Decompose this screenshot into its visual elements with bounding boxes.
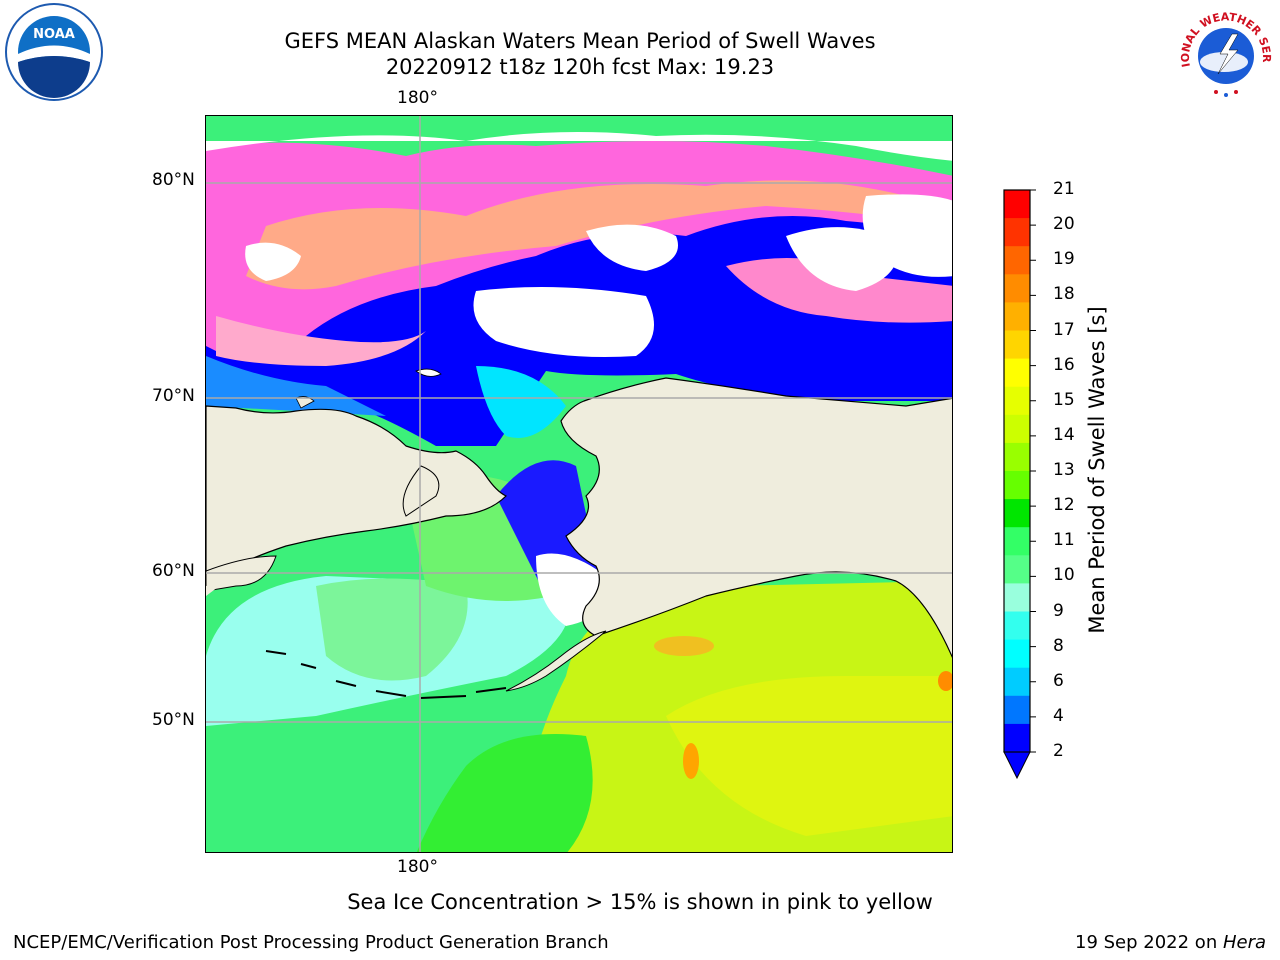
colorbar-tick-label: 2 — [1053, 741, 1064, 761]
colorbar-tick-label: 12 — [1053, 495, 1075, 516]
colorbar-tick-label: 20 — [1053, 214, 1075, 235]
colorbar-tick-label: 6 — [1053, 670, 1064, 691]
colorbar-swatch — [1004, 386, 1030, 416]
colorbar-tick-label: 8 — [1053, 635, 1064, 656]
colorbar-tick-label: 11 — [1053, 530, 1075, 551]
colorbar-swatch — [1004, 414, 1030, 444]
colorbar-tick-label: 18 — [1053, 284, 1075, 305]
colorbar-tick-label: 4 — [1053, 705, 1064, 726]
colorbar-tick-label: 17 — [1053, 319, 1075, 340]
colorbar-swatch — [1004, 583, 1030, 612]
wrangel-island — [415, 368, 442, 377]
colorbar-tick-label: 13 — [1053, 460, 1075, 480]
bering-green-stripes — [316, 578, 468, 681]
colorbar-tick-label: 15 — [1053, 389, 1075, 410]
siberia-land — [206, 405, 508, 577]
east-siberian-blue — [206, 356, 386, 416]
colorbar-swatch — [1004, 611, 1030, 641]
colorbar-swatch — [1004, 499, 1030, 528]
kamchatka-tip — [206, 581, 226, 596]
colorbar-tick-label: 14 — [1053, 424, 1075, 445]
gulf-bright-yellow — [666, 676, 952, 836]
nws-logo-icon: NATIONAL WEATHER SERVICE — [1171, 0, 1273, 101]
lon-label-top: 180° — [397, 88, 438, 108]
chukotka-land — [402, 465, 440, 517]
orange-coast-spot — [938, 671, 952, 691]
colorbar-swatch — [1004, 274, 1030, 303]
lon-label-bottom: 180° — [397, 857, 438, 877]
colorbar-tick-label: 19 — [1053, 249, 1075, 270]
colorbar-title: Mean Period of Swell Waves [s] — [1085, 306, 1109, 634]
colorbar — [1003, 189, 1036, 780]
noaa-logo-icon: NOAA — [5, 3, 103, 101]
ice-patch-north — [206, 132, 952, 161]
colorbar-swatch — [1004, 246, 1030, 275]
colorbar-ticks — [1030, 189, 1036, 753]
sea-ice-pink-south — [216, 316, 426, 366]
colorbar-swatch — [1004, 302, 1030, 331]
colorbar-swatch — [1004, 358, 1030, 388]
ice-patch-3 — [586, 224, 678, 271]
colorbar-swatch — [1004, 639, 1030, 669]
lat-label-60: 60°N — [152, 561, 195, 581]
map-panel — [205, 115, 953, 853]
colorbar-swatch — [1004, 695, 1030, 725]
colorbar-swatch — [1004, 667, 1030, 697]
lat-label-50: 50°N — [152, 710, 195, 730]
alaska-peninsula — [505, 630, 607, 692]
sea-ice-pink-east — [726, 258, 952, 323]
aleutian-islands — [265, 650, 507, 699]
lat-label-80: 80°N — [152, 170, 195, 190]
noaa-logo-text: NOAA — [33, 27, 75, 42]
colorbar-swatch — [1004, 723, 1030, 753]
sea-ice-orange — [246, 180, 952, 290]
colorbar-swatch — [1004, 527, 1030, 556]
chart-title: GEFS MEAN Alaskan Waters Mean Period of … — [284, 29, 876, 53]
colorbar-swatch — [1004, 471, 1030, 500]
nws-logo: NATIONAL WEATHER SERVICE — [1171, 0, 1276, 108]
chukchi-cyan — [476, 366, 566, 438]
colorbar-swatch — [1004, 555, 1030, 584]
ice-patch-5 — [862, 194, 952, 277]
colorbar-tick-label: 21 — [1053, 179, 1075, 199]
ice-patch-1 — [245, 242, 301, 281]
colorbar-swatch — [1004, 190, 1030, 219]
lat-label-70: 70°N — [152, 386, 195, 406]
colorbar-swatch — [1004, 442, 1030, 472]
run-date-text: 19 Sep 2022 on — [1075, 932, 1223, 953]
machine-name: Hera — [1222, 932, 1266, 953]
ice-patch-2 — [473, 287, 654, 357]
colorbar-min-extend — [1003, 751, 1031, 780]
alaska-land — [560, 377, 952, 658]
orange-streak — [654, 636, 714, 656]
noaa-logo: NOAA — [4, 2, 104, 106]
colorbar-tick-label: 9 — [1053, 600, 1064, 621]
producer-credit: NCEP/EMC/Verification Post Processing Pr… — [13, 932, 609, 953]
colorbar-swatch — [1004, 330, 1030, 360]
sea-ice-note: Sea Ice Concentration > 15% is shown in … — [347, 890, 933, 914]
run-date: 19 Sep 2022 on Hera — [1075, 932, 1266, 953]
colorbar-tick-label: 16 — [1053, 354, 1075, 375]
colorbar-tick-label: 10 — [1053, 565, 1075, 586]
orange-spot — [683, 743, 699, 779]
chart-subtitle: 20220912 t18z 120h fcst Max: 19.23 — [385, 55, 775, 79]
swell-period-map — [206, 116, 952, 852]
colorbar-swatch — [1004, 218, 1030, 247]
colorbar-swatches — [1004, 190, 1030, 753]
green-swath — [416, 734, 593, 852]
